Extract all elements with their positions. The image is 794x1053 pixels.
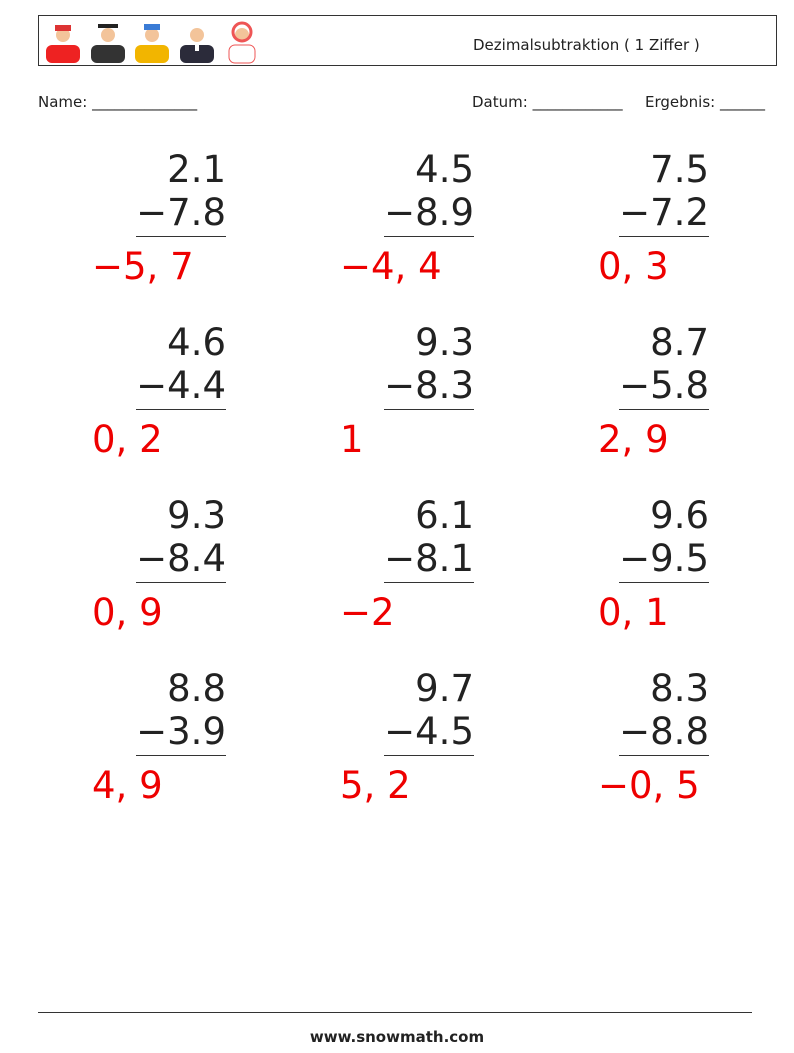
problem: 2.1 −7.8 xyxy=(136,148,226,237)
minuend: 8.3 xyxy=(650,667,709,710)
footer-rule xyxy=(38,1012,752,1013)
problem: 4.6 −4.4 xyxy=(136,321,226,410)
subtrahend: −4.5 xyxy=(384,710,474,756)
answer: 5, 2 xyxy=(340,764,411,807)
minuend: 8.7 xyxy=(650,321,709,364)
subtrahend: −7.2 xyxy=(619,191,709,237)
subtrahend: −7.8 xyxy=(136,191,226,237)
minuend: 9.3 xyxy=(167,494,226,537)
minuend: 7.5 xyxy=(650,148,709,191)
answer: −5, 7 xyxy=(92,245,194,288)
problem: 9.3 −8.3 xyxy=(384,321,474,410)
problem: 7.5 −7.2 xyxy=(619,148,709,237)
answer: −4, 4 xyxy=(340,245,442,288)
subtrahend: −8.1 xyxy=(384,537,474,583)
minuend: 4.6 xyxy=(167,321,226,364)
minuend: 4.5 xyxy=(415,148,474,191)
answer: −2 xyxy=(340,591,395,634)
subtrahend: −8.3 xyxy=(384,364,474,410)
subtrahend: −9.5 xyxy=(619,537,709,583)
problem: 8.8 −3.9 xyxy=(136,667,226,756)
footer-site: www.snowmath.com xyxy=(309,1028,485,1046)
problem: 8.3 −8.8 xyxy=(619,667,709,756)
avatar-icons xyxy=(46,21,256,64)
result-field: Ergebnis: ______ xyxy=(645,93,765,111)
problem: 6.1 −8.1 xyxy=(384,494,474,583)
answer: 4, 9 xyxy=(92,764,163,807)
minuend: 6.1 xyxy=(415,494,474,537)
title: Dezimalsubtraktion ( 1 Ziffer ) xyxy=(473,36,700,54)
problem: 9.7 −4.5 xyxy=(384,667,474,756)
subtrahend: −8.8 xyxy=(619,710,709,756)
minuend: 9.7 xyxy=(415,667,474,710)
answer: 2, 9 xyxy=(598,418,669,461)
answer: −0, 5 xyxy=(598,764,700,807)
name-field: Name: ______________ xyxy=(38,93,198,111)
answer: 0, 9 xyxy=(92,591,163,634)
subtrahend: −4.4 xyxy=(136,364,226,410)
answer: 0, 3 xyxy=(598,245,669,288)
minuend: 8.8 xyxy=(167,667,226,710)
minuend: 2.1 xyxy=(167,148,226,191)
problem: 4.5 −8.9 xyxy=(384,148,474,237)
subtrahend: −8.4 xyxy=(136,537,226,583)
date-field: Datum: ____________ xyxy=(472,93,623,111)
subtrahend: −8.9 xyxy=(384,191,474,237)
problem: 8.7 −5.8 xyxy=(619,321,709,410)
minuend: 9.3 xyxy=(415,321,474,364)
subtrahend: −5.8 xyxy=(619,364,709,410)
problem: 9.6 −9.5 xyxy=(619,494,709,583)
answer: 1 xyxy=(340,418,364,461)
header-box xyxy=(38,15,777,66)
answer: 0, 2 xyxy=(92,418,163,461)
answer: 0, 1 xyxy=(598,591,669,634)
minuend: 9.6 xyxy=(650,494,709,537)
problem: 9.3 −8.4 xyxy=(136,494,226,583)
subtrahend: −3.9 xyxy=(136,710,226,756)
